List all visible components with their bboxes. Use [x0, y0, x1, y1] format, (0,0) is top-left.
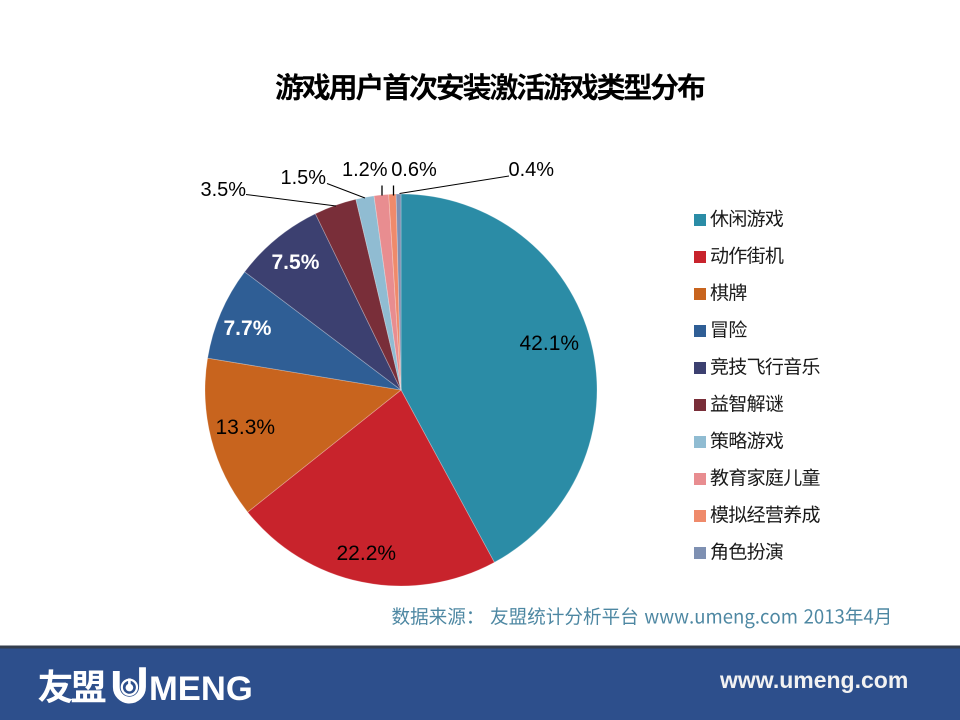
svg-text:0.4%: 0.4%: [509, 159, 555, 181]
svg-text:22.2%: 22.2%: [337, 542, 397, 565]
svg-text:42.1%: 42.1%: [520, 332, 580, 355]
svg-text:13.3%: 13.3%: [216, 416, 276, 439]
svg-text:3.5%: 3.5%: [201, 179, 247, 201]
svg-text:1.5%: 1.5%: [281, 167, 327, 189]
svg-text:7.5%: 7.5%: [272, 251, 320, 274]
svg-text:7.7%: 7.7%: [224, 317, 272, 340]
svg-text:MENG: MENG: [149, 670, 253, 708]
svg-text:www.umeng.com: www.umeng.com: [719, 667, 908, 693]
svg-text:1.2%: 1.2%: [342, 159, 388, 181]
svg-text:0.6%: 0.6%: [391, 159, 437, 181]
